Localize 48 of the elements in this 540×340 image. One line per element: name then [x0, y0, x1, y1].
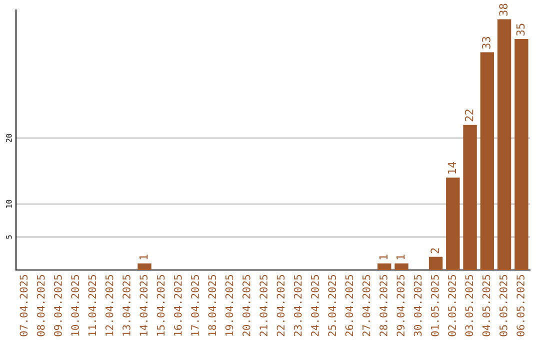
x-tick-label: 26.04.2025 [345, 275, 354, 336]
x-tick-label: 12.04.2025 [105, 275, 114, 336]
x-tick-label: 17.04.2025 [191, 275, 199, 336]
x-tick-label: 20.04.2025 [242, 275, 250, 336]
bar [394, 263, 408, 270]
x-tick-label: 09.04.2025 [54, 275, 62, 336]
x-tick-label: 16.04.2025 [174, 275, 182, 336]
x-tick-label: 23.04.2025 [294, 275, 302, 336]
x-tick-label: 14.04.2025 [140, 275, 148, 336]
x-tick-label: 28.04.2025 [380, 275, 388, 336]
x-tick-label: 24.04.2025 [311, 275, 319, 336]
bar [463, 124, 477, 270]
data-label: 35 [516, 24, 525, 36]
data-label: 22 [464, 110, 474, 122]
bar [514, 39, 528, 270]
x-tick-label: 08.04.2025 [36, 275, 45, 336]
x-tick-label: 02.05.2025 [448, 275, 456, 336]
x-tick-label: 13.04.2025 [122, 275, 130, 336]
bar [480, 52, 494, 270]
x-tick-label: 06.05.2025 [516, 275, 524, 336]
x-tick-label: 18.04.2025 [208, 275, 216, 336]
data-label: 1 [139, 254, 148, 260]
bar [446, 178, 460, 270]
x-tick-label: 05.05.2025 [499, 275, 508, 336]
x-tick-label: 03.05.2025 [465, 275, 474, 336]
data-label: 14 [448, 162, 456, 174]
x-tick-label: 30.04.2025 [414, 275, 422, 336]
x-tick-label: 19.04.2025 [225, 275, 234, 336]
x-tick-label: 27.04.2025 [362, 275, 370, 336]
x-tick-label: 25.04.2025 [328, 275, 336, 336]
x-tick-label: 10.04.2025 [71, 275, 80, 336]
bar [428, 256, 443, 270]
x-tick-label: 07.04.2025 [20, 275, 28, 336]
bar [378, 263, 392, 270]
x-tick-label: 22.04.2025 [276, 275, 285, 336]
bar [497, 19, 512, 270]
data-label: 1 [396, 254, 405, 260]
data-label: 33 [482, 36, 490, 49]
x-tick-label: 11.04.2025 [88, 275, 96, 336]
x-tick-label: 01.05.2025 [430, 275, 439, 336]
data-label: 38 [499, 4, 508, 16]
x-tick-label: 29.04.2025 [396, 275, 405, 336]
bar [138, 263, 152, 270]
data-label: 2 [430, 248, 439, 254]
x-tick-label: 04.05.2025 [482, 275, 490, 336]
x-tick-label: 15.04.2025 [156, 275, 165, 336]
x-tick-label: 21.04.2025 [260, 275, 268, 336]
data-label: 1 [379, 254, 388, 260]
